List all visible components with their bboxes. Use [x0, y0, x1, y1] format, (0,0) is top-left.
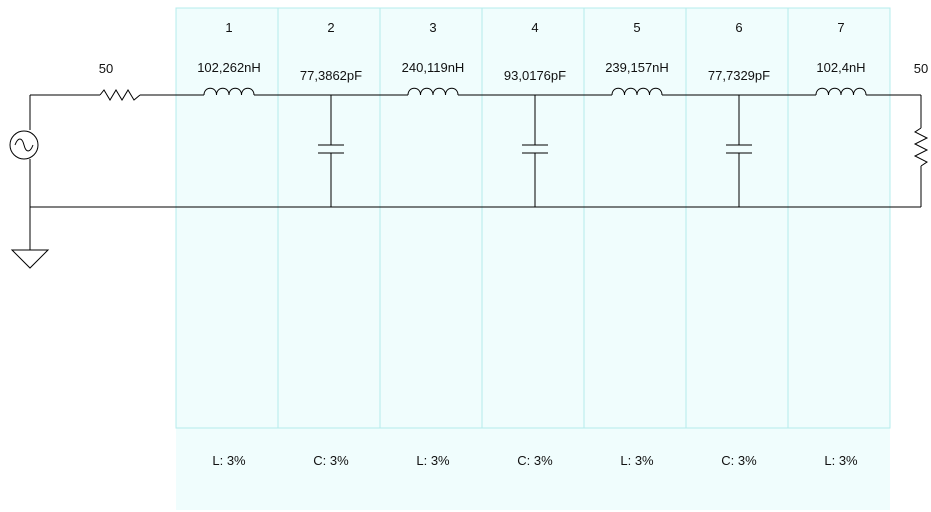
- section-column[interactable]: [379, 7, 483, 429]
- tolerance-label: L: 3%: [212, 453, 246, 468]
- section-column[interactable]: [481, 7, 585, 429]
- circuit-wires: [9, 89, 929, 269]
- section-column[interactable]: [685, 7, 789, 429]
- section-number: 3: [429, 20, 436, 35]
- tolerance-label: L: 3%: [620, 453, 654, 468]
- capacitor-symbol[interactable]: [522, 95, 548, 207]
- inductor-value-label: 102,262nH: [197, 60, 261, 75]
- capacitor-value-label: 93,0176pF: [504, 68, 566, 83]
- section-column[interactable]: [787, 7, 891, 429]
- ground-icon: [10, 249, 50, 269]
- section-number: 1: [225, 20, 232, 35]
- load-resistor-symbol: [913, 127, 929, 167]
- section-column[interactable]: [583, 7, 687, 429]
- section-columns: [175, 7, 891, 510]
- tolerance-label: L: 3%: [824, 453, 858, 468]
- filter-components: 1 102,262nH L: 3% 2 77,3862pF C: 3% 3 240,119nH…: [176, 20, 921, 468]
- inductor-symbol[interactable]: [815, 87, 867, 96]
- capacitor-value-label: 77,3862pF: [300, 68, 362, 83]
- section-number: 2: [327, 20, 334, 35]
- capacitor-value-label: 77,7329pF: [708, 68, 770, 83]
- inductor-symbol[interactable]: [407, 87, 459, 96]
- inductor-value-label: 239,157nH: [605, 60, 669, 75]
- inductor-symbol[interactable]: [203, 87, 255, 96]
- load-resistance-label: 50: [914, 61, 928, 76]
- ac-source-icon: [9, 130, 39, 160]
- inductor-value-label: 102,4nH: [816, 60, 865, 75]
- inductor-symbol[interactable]: [611, 87, 663, 96]
- tolerance-label: C: 3%: [721, 453, 757, 468]
- section-number: 6: [735, 20, 742, 35]
- tolerance-label: C: 3%: [313, 453, 349, 468]
- source-resistance-label: 50: [99, 61, 113, 76]
- section-column[interactable]: [277, 7, 381, 429]
- tolerance-band: [176, 428, 890, 510]
- tolerance-label: L: 3%: [416, 453, 450, 468]
- section-number: 7: [837, 20, 844, 35]
- section-number: 5: [633, 20, 640, 35]
- section-column[interactable]: [175, 7, 279, 429]
- capacitor-symbol[interactable]: [318, 95, 344, 207]
- source-resistor-symbol: [99, 89, 141, 101]
- section-number: 4: [531, 20, 538, 35]
- tolerance-label: C: 3%: [517, 453, 553, 468]
- capacitor-symbol[interactable]: [726, 95, 752, 207]
- inductor-value-label: 240,119nH: [402, 60, 465, 75]
